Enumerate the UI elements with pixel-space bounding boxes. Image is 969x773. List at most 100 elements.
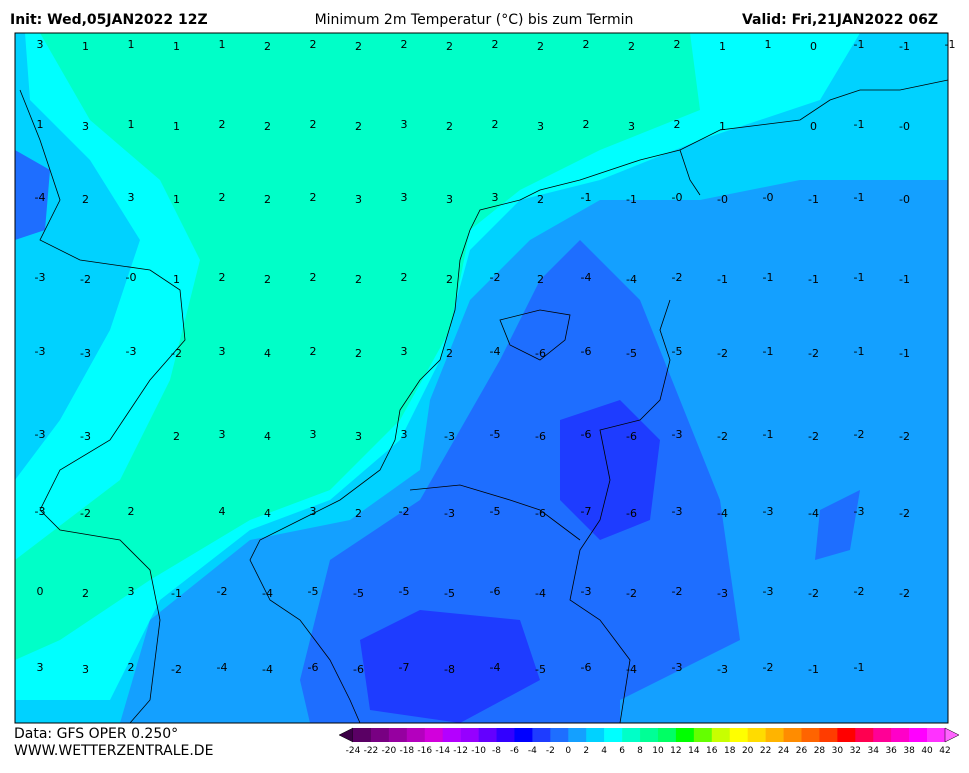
grid-value: -2: [899, 430, 910, 443]
grid-value: 3: [219, 345, 226, 358]
grid-value: -6: [581, 661, 592, 674]
grid-value: 3: [446, 193, 453, 206]
grid-value: -2: [399, 505, 410, 518]
grid-value: -0: [126, 271, 137, 284]
grid-value: 2: [446, 120, 453, 133]
colorbar-label: 32: [850, 746, 861, 756]
colorbar-label: -6: [510, 746, 519, 756]
colorbar-label: 38: [903, 746, 915, 756]
grid-value: -2: [626, 587, 637, 600]
grid-value: -4: [626, 663, 637, 676]
grid-value: 2: [355, 120, 362, 133]
colorbar-segment: [370, 728, 390, 742]
grid-value: 2: [355, 347, 362, 360]
colorbar-segment: [460, 728, 479, 742]
colorbar-segment: [442, 728, 461, 742]
colorbar-segment: [353, 728, 372, 742]
grid-value: -4: [262, 587, 273, 600]
colorbar: -24 -22 -20 -18 -16 -14 -12 -10 -8 -6 -4 -2 0 2 4 6 8 10 1…: [338, 727, 960, 756]
colorbar-label: 6: [619, 746, 625, 756]
colorbar-label: 28: [814, 746, 826, 756]
grid-value: 3: [37, 661, 44, 674]
grid-value: -3: [672, 428, 683, 441]
grid-value: 2: [310, 38, 317, 51]
grid-value: 4: [264, 430, 271, 443]
grid-value: 1: [37, 118, 44, 131]
colorbar-label: -12: [453, 746, 468, 756]
grid-value: 2: [310, 191, 317, 204]
grid-value: -1: [626, 193, 637, 206]
colorbar-segment: [891, 728, 910, 742]
grid-value: 2: [264, 273, 271, 286]
colorbar-segment: [765, 728, 784, 742]
grid-value: 2: [674, 38, 681, 51]
colorbar-label: -2: [546, 746, 555, 756]
colorbar-segment: [657, 728, 677, 742]
colorbar-segment: [622, 728, 641, 742]
grid-value: -3: [717, 663, 728, 676]
grid-value: -2: [763, 661, 774, 674]
colorbar-segment: [873, 728, 892, 742]
grid-value: 3: [310, 505, 317, 518]
grid-value: -2: [171, 663, 182, 676]
colorbar-label: 14: [688, 746, 700, 756]
grid-value: 1: [82, 40, 89, 53]
grid-value: 3: [628, 120, 635, 133]
colorbar-label: 22: [760, 746, 771, 756]
colorbar-segment: [514, 728, 533, 742]
grid-value: -4: [262, 663, 273, 676]
colorbar-label: -24: [346, 746, 361, 756]
grid-value: -2: [808, 587, 819, 600]
grid-value: 3: [355, 193, 362, 206]
grid-value: 4: [264, 347, 271, 360]
grid-value: 1: [173, 273, 180, 286]
grid-value: -3: [35, 505, 46, 518]
grid-value: -6: [581, 428, 592, 441]
colorbar-label: -4: [528, 746, 537, 756]
colorbar-segment: [388, 728, 408, 742]
grid-value: -4: [490, 345, 501, 358]
colorbar-label: 0: [565, 746, 571, 756]
grid-value: 0: [37, 585, 44, 598]
grid-value: 3: [310, 428, 317, 441]
grid-value: -0: [717, 193, 728, 206]
grid-value: 2: [446, 273, 453, 286]
grid-value: -5: [626, 347, 637, 360]
colorbar-segment: [927, 728, 946, 742]
colorbar-segment: [693, 728, 713, 742]
grid-value: 0: [810, 120, 817, 133]
valid-time: Valid: Fri,21JAN2022 06Z: [742, 12, 938, 28]
colorbar-segment: [711, 728, 731, 742]
grid-value: -2: [854, 428, 865, 441]
colorbar-label: 18: [724, 746, 736, 756]
grid-value: 2: [82, 587, 89, 600]
colorbar-segment: [640, 728, 659, 742]
grid-value: -2: [899, 587, 910, 600]
grid-value: -0: [763, 191, 774, 204]
grid-value: -3: [80, 430, 91, 443]
grid-value: 2: [446, 40, 453, 53]
grid-value: -2: [717, 347, 728, 360]
grid-value: 2: [355, 40, 362, 53]
grid-value: -7: [581, 505, 592, 518]
grid-value: -4: [581, 271, 592, 284]
colorbar-label: 36: [885, 746, 897, 756]
grid-value: 2: [310, 345, 317, 358]
grid-value: 4: [219, 505, 226, 518]
grid-value: -4: [217, 661, 228, 674]
grid-value: 1: [719, 40, 726, 53]
grid-value: -7: [399, 661, 410, 674]
grid-value: -1: [854, 661, 865, 674]
colorbar-segment: [496, 728, 515, 742]
colorbar-segment: [819, 728, 838, 742]
grid-value: -1: [854, 345, 865, 358]
grid-value: -1: [899, 273, 910, 286]
colorbar-arrow: [944, 727, 960, 743]
grid-value: 3: [82, 120, 89, 133]
colorbar-label: -22: [364, 746, 379, 756]
grid-value: -3: [35, 428, 46, 441]
colorbar-label: -16: [417, 746, 432, 756]
grid-value: 2: [264, 40, 271, 53]
grid-value: -3: [35, 271, 46, 284]
grid-value: -1: [854, 38, 865, 51]
